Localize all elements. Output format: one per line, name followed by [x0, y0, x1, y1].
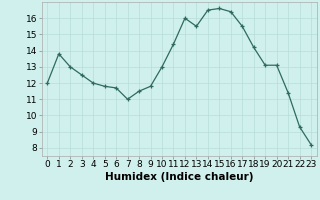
- X-axis label: Humidex (Indice chaleur): Humidex (Indice chaleur): [105, 172, 253, 182]
